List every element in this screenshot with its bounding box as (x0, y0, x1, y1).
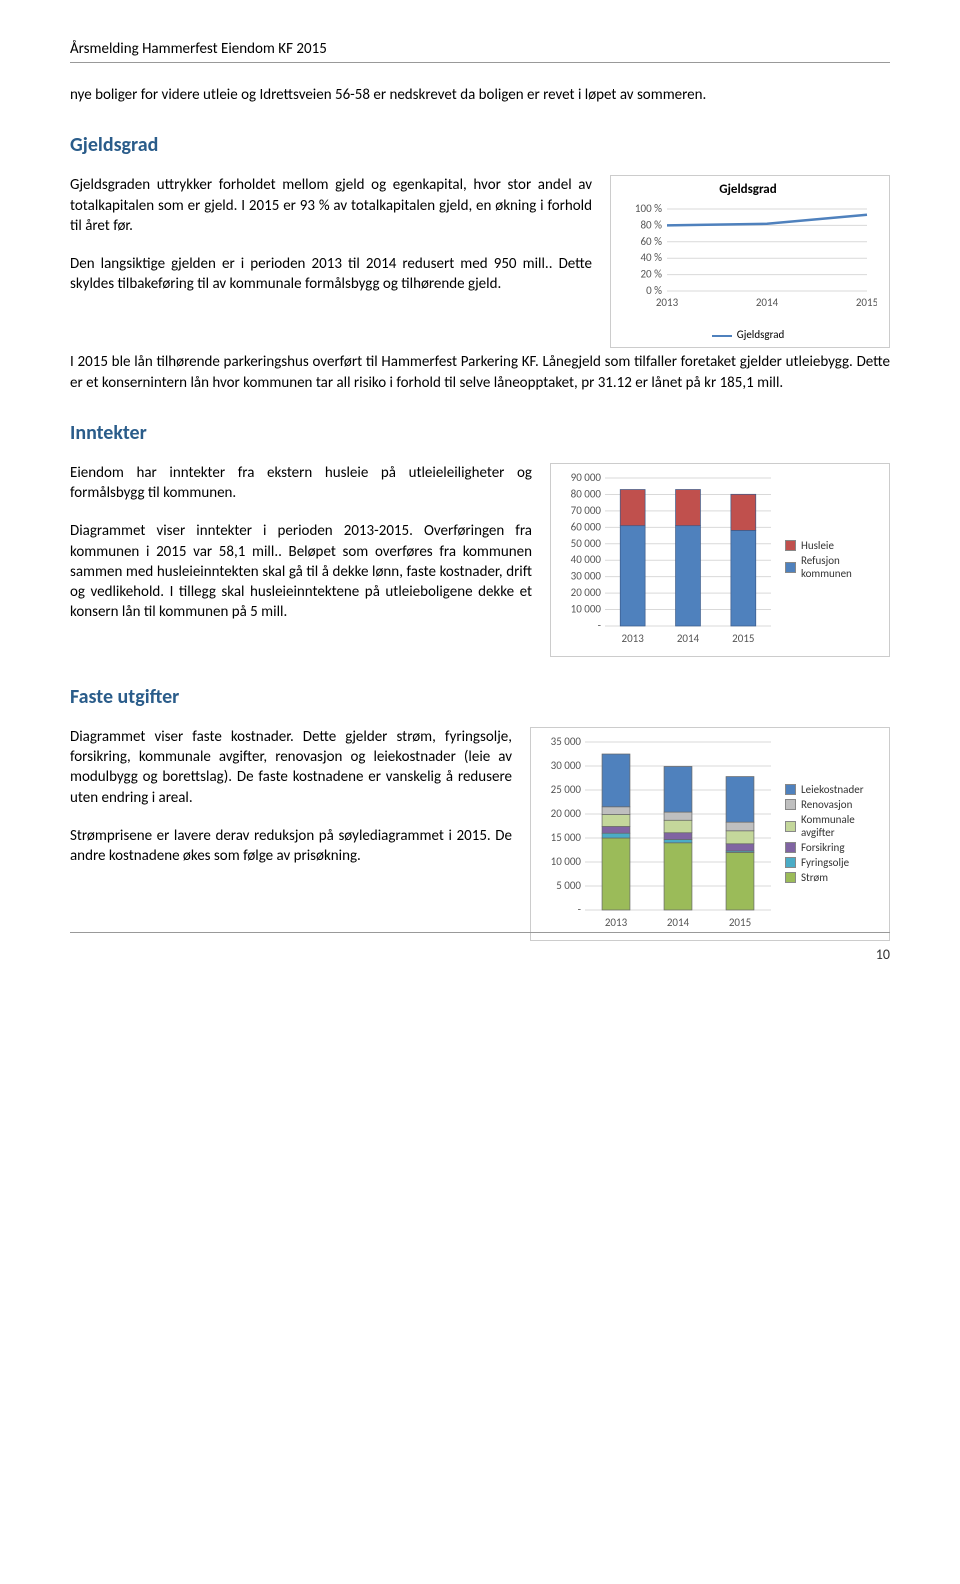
legend-item: Husleie (785, 539, 875, 552)
svg-text:-: - (578, 903, 581, 916)
chart-legend: Leiekostnader Renovasjon Kommunale avgifte… (785, 781, 875, 886)
section-heading-inntekter: Inntekter (70, 421, 890, 445)
legend-item: Forsikring (785, 841, 875, 854)
section-heading-faste: Faste utgifter (70, 685, 890, 709)
svg-text:2014: 2014 (667, 916, 690, 929)
faste-chart: - 5 000 10 000 15 000 20 000 25 000 30 000 35 0… (530, 727, 890, 941)
section-heading-gjeldsgrad: Gjeldsgrad (70, 133, 890, 157)
svg-text:2013: 2013 (605, 916, 628, 929)
faste-row: Diagrammet viser faste kostnader. Dette … (70, 727, 890, 941)
legend-item: Refusjon kommunen (785, 554, 875, 580)
svg-text:35 000: 35 000 (551, 735, 582, 748)
svg-text:80 %: 80 % (640, 219, 662, 232)
legend-item: Leiekostnader (785, 783, 875, 796)
svg-text:40 %: 40 % (640, 251, 662, 264)
chart-legend: Husleie Refusjon kommunen (785, 537, 875, 582)
svg-text:2013: 2013 (656, 296, 679, 309)
svg-text:40 000: 40 000 (571, 553, 602, 566)
legend-item: Renovasjon (785, 798, 875, 811)
inntekter-para1: Eiendom har inntekter fra ekstern huslei… (70, 463, 532, 504)
inntekter-para2: Diagrammet viser inntekter i perioden 20… (70, 521, 532, 622)
svg-text:2015: 2015 (732, 632, 754, 645)
svg-text:5 000: 5 000 (556, 879, 581, 892)
gjeldsgrad-para2b: I 2015 ble lån tilhørende parkeringshus … (70, 352, 890, 393)
svg-text:30 000: 30 000 (551, 759, 582, 772)
svg-text:2013: 2013 (622, 632, 645, 645)
svg-text:50 000: 50 000 (571, 537, 602, 550)
intro-paragraph: nye boliger for videre utleie og Idretts… (70, 85, 890, 105)
legend-item: Fyringsolje (785, 856, 875, 869)
svg-text:60 000: 60 000 (571, 520, 602, 533)
svg-text:10 000: 10 000 (571, 602, 602, 615)
gjeldsgrad-row: Gjeldsgraden uttrykker forholdet mellom … (70, 175, 890, 348)
svg-text:10 000: 10 000 (551, 855, 582, 868)
svg-text:2015: 2015 (856, 296, 877, 309)
svg-text:70 000: 70 000 (571, 504, 602, 517)
svg-text:15 000: 15 000 (551, 831, 582, 844)
chart-title: Gjeldsgrad (617, 182, 879, 197)
svg-text:-: - (598, 619, 601, 632)
svg-text:80 000: 80 000 (571, 487, 602, 500)
svg-text:30 000: 30 000 (571, 569, 602, 582)
legend-item: Strøm (785, 871, 875, 884)
svg-text:2014: 2014 (756, 296, 779, 309)
svg-text:90 000: 90 000 (571, 471, 602, 484)
chart-legend: Gjeldsgrad (617, 328, 879, 341)
faste-para2: Strømprisene er lavere derav reduksjon p… (70, 826, 512, 867)
svg-text:100 %: 100 % (635, 202, 662, 215)
footer-divider (70, 932, 890, 933)
svg-text:2015: 2015 (729, 916, 751, 929)
svg-text:2014: 2014 (677, 632, 700, 645)
svg-text:20 000: 20 000 (551, 807, 582, 820)
svg-text:60 %: 60 % (640, 235, 662, 248)
page-number: 10 (876, 946, 890, 963)
svg-text:20 %: 20 % (640, 268, 662, 281)
legend-item: Kommunale avgifter (785, 813, 875, 839)
page-header: Årsmelding Hammerfest Eiendom KF 2015 (70, 40, 890, 63)
gjeldsgrad-para1: Gjeldsgraden uttrykker forholdet mellom … (70, 175, 592, 236)
svg-text:20 000: 20 000 (571, 586, 602, 599)
inntekter-row: Eiendom har inntekter fra ekstern huslei… (70, 463, 890, 657)
faste-para1: Diagrammet viser faste kostnader. Dette … (70, 727, 512, 808)
gjeldsgrad-para2a: Den langsiktige gjelden er i perioden 20… (70, 254, 592, 295)
inntekter-chart: - 10 000 20 000 30 000 40 000 50 000 60 000 70 … (550, 463, 890, 657)
gjeldsgrad-chart: Gjeldsgrad0 %20 %40 %60 %80 %100 %201320… (610, 175, 890, 348)
svg-text:25 000: 25 000 (551, 783, 582, 796)
